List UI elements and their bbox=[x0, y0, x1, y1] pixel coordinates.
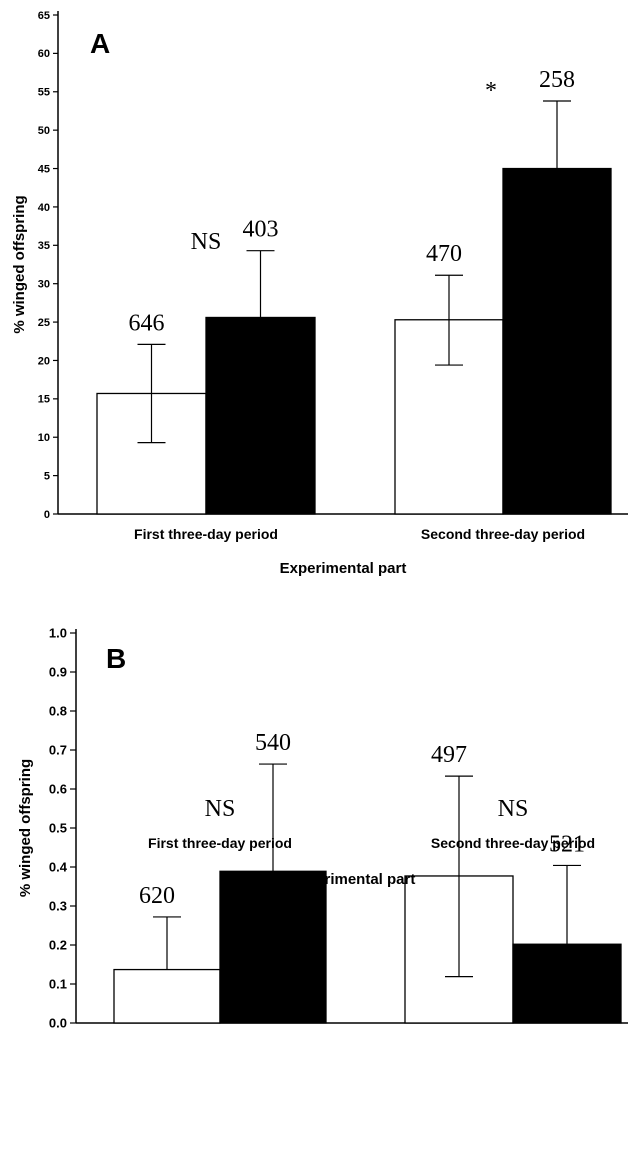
y-tick-label: 65 bbox=[38, 10, 50, 22]
y-tick-label: 0 bbox=[44, 509, 50, 521]
y-tick-label: 0.2 bbox=[49, 938, 67, 953]
y-tick-label: 20 bbox=[38, 355, 50, 367]
y-tick-label: 60 bbox=[38, 48, 50, 60]
y-tick-label: 45 bbox=[38, 163, 50, 175]
y-tick-label: 0.6 bbox=[49, 782, 67, 797]
data-label: 403 bbox=[243, 217, 279, 243]
x-tick-label: Second three-day period bbox=[421, 526, 585, 542]
y-tick-label: 50 bbox=[38, 125, 50, 137]
y-tick-label: 40 bbox=[38, 202, 50, 214]
data-label: 540 bbox=[255, 730, 291, 756]
y-tick-label: 0.0 bbox=[49, 1016, 67, 1031]
data-label: 497 bbox=[431, 742, 467, 768]
y-tick-label: 0.8 bbox=[49, 704, 67, 719]
x-tick-label: First three-day period bbox=[148, 835, 292, 851]
bar bbox=[205, 316, 316, 515]
y-tick-label: 1.0 bbox=[49, 626, 67, 641]
y-tick-label: 0.9 bbox=[49, 665, 67, 680]
bar bbox=[512, 943, 622, 1024]
y-tick-label: 10 bbox=[38, 432, 50, 444]
x-tick-label: First three-day period bbox=[134, 526, 278, 542]
data-label: 470 bbox=[426, 241, 462, 267]
data-label: 646 bbox=[129, 310, 165, 336]
y-tick-label: 0.3 bbox=[49, 899, 67, 914]
y-tick-label: 5 bbox=[44, 470, 50, 482]
y-tick-label: 0.5 bbox=[49, 821, 67, 836]
data-label: 521 bbox=[549, 831, 585, 857]
y-axis-title: % winged offspring bbox=[11, 195, 28, 333]
significance-label: * bbox=[485, 78, 497, 104]
y-tick-label: 35 bbox=[38, 240, 50, 252]
x-axis-title: Experimental part bbox=[289, 871, 416, 888]
y-tick-label: 25 bbox=[38, 317, 50, 329]
bar bbox=[219, 870, 327, 1024]
bar bbox=[502, 167, 612, 515]
bar bbox=[113, 968, 221, 1024]
y-tick-label: 0.4 bbox=[49, 860, 68, 875]
data-label: 258 bbox=[539, 67, 575, 93]
y-tick-label: 15 bbox=[38, 394, 50, 406]
data-label: 620 bbox=[139, 883, 175, 909]
significance-label: NS bbox=[498, 796, 529, 822]
y-tick-label: 30 bbox=[38, 279, 50, 291]
y-axis-title: % winged offspring bbox=[17, 759, 34, 897]
y-tick-label: 0.7 bbox=[49, 743, 67, 758]
x-tick-label: Second three-day period bbox=[431, 835, 595, 851]
x-axis-title: Experimental part bbox=[280, 560, 407, 577]
panel-label: B bbox=[106, 643, 126, 674]
chart-panel-b: 0.0 0.1 0.2 0.3 0.4 0.5 0.6 0.7 0.8 0.9 1.0 620 540 F… bbox=[17, 626, 628, 1031]
significance-label: NS bbox=[191, 229, 222, 255]
chart-panel-a: 0 5 10 15 20 25 30 35 40 45 50 55 60 65 646 403 First th… bbox=[11, 10, 628, 577]
y-tick-label: 0.1 bbox=[49, 977, 67, 992]
y-tick-label: 55 bbox=[38, 87, 50, 99]
panel-label: A bbox=[90, 28, 110, 59]
significance-label: NS bbox=[205, 796, 236, 822]
